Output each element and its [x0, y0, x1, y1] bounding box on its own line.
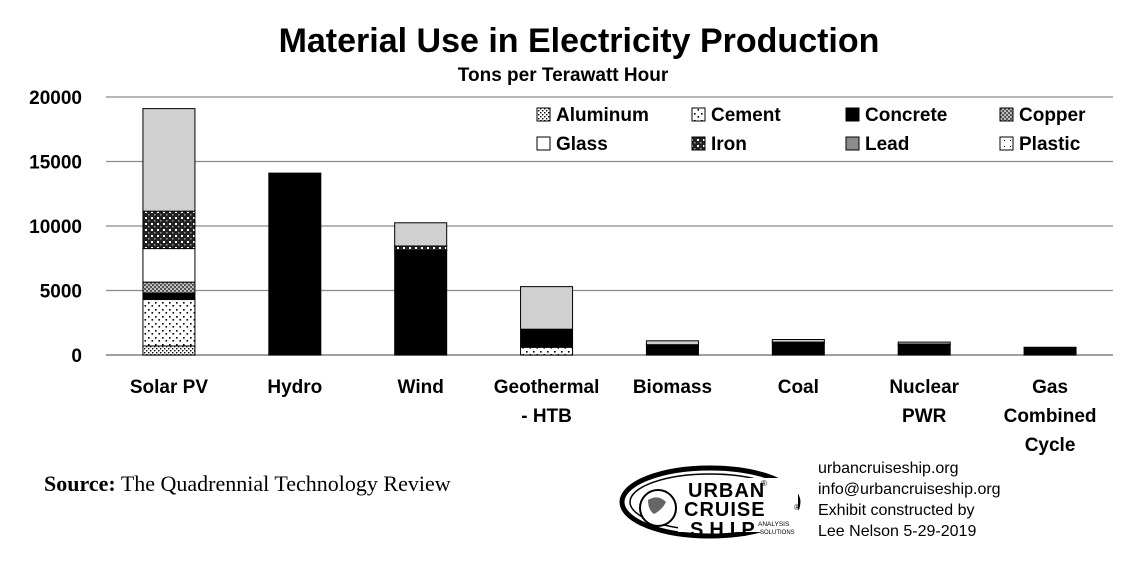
bars — [142, 108, 1077, 356]
legend-label-concrete: Concrete — [865, 105, 947, 126]
legend-label-copper: Copper — [1019, 105, 1086, 126]
bar-0-lead — [142, 108, 196, 212]
legend-swatch-cement — [691, 107, 706, 122]
y-tick-label-10000: 10000 — [29, 217, 82, 238]
legend-swatch-aluminum — [536, 107, 551, 122]
bar-3-lead — [520, 286, 574, 330]
contact-email: info@urbancruiseship.org — [818, 481, 1001, 498]
source-label: Source: — [44, 471, 116, 496]
bar-4-lead — [645, 340, 699, 346]
bar-5-lead — [771, 339, 825, 343]
x-tick-label-7-2: Cycle — [1025, 435, 1076, 456]
legend-swatch-concrete — [845, 107, 860, 122]
bar-3-cement — [520, 346, 574, 356]
x-tick-label-6-0: Nuclear — [889, 377, 959, 398]
chart-title: Material Use in Electricity Production — [279, 22, 880, 60]
bar-6-concrete — [897, 344, 951, 356]
bar-0-iron — [142, 210, 196, 250]
legend-swatch-copper — [999, 107, 1014, 122]
bar-0-concrete — [142, 292, 196, 301]
bar-0-copper — [142, 281, 196, 294]
x-tick-label-7-0: Gas — [1032, 377, 1068, 398]
logo-line-3: SHIP — [690, 519, 761, 541]
logo-tag-2: SOLUTIONS — [760, 530, 795, 536]
bar-2-iron — [394, 245, 448, 252]
y-tick-label-0: 0 — [71, 346, 82, 367]
x-tick-label-1-0: Hydro — [267, 377, 322, 398]
logo-line-1: URBAN — [688, 480, 765, 502]
urban-cruise-ship-logo: URBAN ® CRUISE SHIP ANALYSIS SOLUTIONS ® — [619, 465, 801, 541]
legend-label-glass: Glass — [556, 134, 608, 155]
logo-mark-1: ® — [761, 479, 767, 488]
legend: Aluminum Cement Concrete Copper Glass Iron Lea… — [536, 105, 1086, 155]
source-note: Source: The Quadrennial Technology Revie… — [44, 471, 451, 497]
x-tick-label-3-1: - HTB — [521, 406, 572, 427]
legend-label-aluminum: Aluminum — [556, 105, 649, 126]
logo-tag-1: ANALYSIS — [758, 521, 790, 528]
logo-line-2: CRUISE — [684, 499, 766, 521]
x-tick-label-5-0: Coal — [778, 377, 819, 398]
legend-label-plastic: Plastic — [1019, 134, 1081, 155]
legend-swatch-glass — [536, 136, 551, 151]
gridlines — [106, 96, 1113, 356]
chart: Material Use in Electricity Production T… — [29, 22, 1113, 456]
bar-0-glass — [142, 248, 196, 283]
bar-3-concrete — [520, 328, 574, 348]
source-text: The Quadrennial Technology Review — [120, 471, 451, 496]
legend-label-lead: Lead — [865, 134, 909, 155]
x-tick-label-3-0: Geothermal — [494, 377, 600, 398]
logo-mark-2: ® — [794, 503, 800, 512]
bar-4-concrete — [645, 344, 699, 356]
bar-6-lead — [897, 341, 951, 345]
y-axis-labels: 0 5000 10000 15000 20000 — [29, 88, 82, 367]
chart-subtitle: Tons per Terawatt Hour — [458, 65, 669, 86]
x-tick-label-6-1: PWR — [902, 406, 947, 427]
contact-website: urbancruiseship.org — [818, 460, 959, 477]
bar-5-concrete — [771, 342, 825, 356]
x-tick-label-2-0: Wind — [398, 377, 444, 398]
x-tick-label-4-0: Biomass — [633, 377, 712, 398]
x-tick-label-0-0: Solar PV — [130, 377, 208, 398]
bar-1-concrete — [268, 172, 322, 356]
bar-0-aluminum — [142, 345, 196, 356]
legend-label-iron: Iron — [711, 134, 747, 155]
legend-label-cement: Cement — [711, 105, 781, 126]
bar-2-lead — [394, 222, 448, 247]
y-tick-label-15000: 15000 — [29, 153, 82, 174]
y-tick-label-5000: 5000 — [40, 282, 82, 303]
contact-author-date: Lee Nelson 5-29-2019 — [818, 523, 977, 540]
contact-credit: Exhibit constructed by — [818, 502, 975, 519]
bar-2-concrete — [394, 250, 448, 356]
legend-swatch-lead — [845, 136, 860, 151]
contact-block: urbancruiseship.org info@urbancruiseship… — [818, 458, 1001, 542]
y-tick-label-20000: 20000 — [29, 88, 82, 109]
bar-7-concrete — [1023, 346, 1077, 356]
legend-swatch-iron — [691, 136, 706, 151]
x-tick-label-7-1: Combined — [1004, 406, 1097, 427]
legend-swatch-plastic — [999, 136, 1014, 151]
x-axis-labels: Solar PV Hydro Wind Geothermal - HTB Biomass C… — [130, 377, 1097, 456]
bar-0-cement — [142, 299, 196, 347]
